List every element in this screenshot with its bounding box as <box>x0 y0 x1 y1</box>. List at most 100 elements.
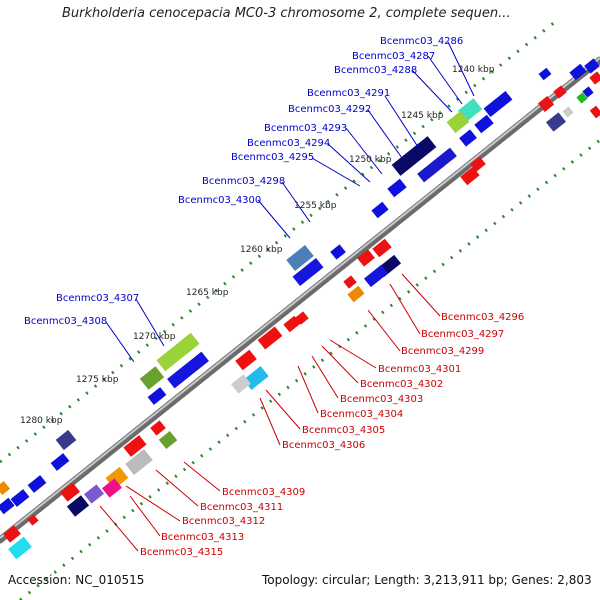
gene-feature <box>330 244 346 260</box>
label-connector <box>367 309 401 352</box>
label-connector <box>447 41 475 97</box>
gene-feature <box>139 366 165 390</box>
gene-label: Bcenmc03_4295 <box>231 152 314 163</box>
map-title: Burkholderia cenocepacia MC0-3 chromosom… <box>62 6 511 21</box>
label-connector <box>297 365 319 414</box>
gene-label: Bcenmc03_4309 <box>222 487 305 498</box>
gene-feature <box>387 178 407 198</box>
accession-text: Accession: NC_010515 <box>8 573 145 587</box>
gene-feature <box>27 475 47 493</box>
label-connectors <box>99 41 475 552</box>
label-connector <box>311 157 361 187</box>
gene-label: Bcenmc03_4311 <box>200 502 283 513</box>
gene-label: Bcenmc03_4294 <box>247 138 330 149</box>
gene-label: Bcenmc03_4306 <box>282 440 365 451</box>
label-connector <box>345 127 383 175</box>
gene-feature <box>459 129 477 147</box>
label-connector <box>99 505 139 552</box>
gene-label: Bcenmc03_4303 <box>340 394 423 405</box>
gene-label: Bcenmc03_4305 <box>302 425 385 436</box>
label-connector <box>367 109 403 159</box>
gene-feature <box>569 63 587 81</box>
gene-feature <box>84 484 104 504</box>
gene-feature <box>391 136 437 176</box>
gene-label: Bcenmc03_4308 <box>24 316 107 327</box>
gene-feature <box>553 85 567 99</box>
label-connector <box>135 298 165 347</box>
label-connector <box>384 95 421 151</box>
gene-feature <box>156 332 200 372</box>
gene-feature <box>371 201 389 219</box>
label-connector <box>389 283 421 335</box>
chromosome-backbone-highlight <box>0 57 600 539</box>
gene-feature <box>589 71 600 85</box>
tick-label: 1275 kbp <box>76 375 119 385</box>
tick-label: 1280 kbp <box>20 416 63 426</box>
gene-feature <box>10 489 30 507</box>
gene-feature <box>66 495 90 517</box>
gene-feature <box>295 311 309 325</box>
chromosome-backbone <box>0 56 600 544</box>
label-connector <box>125 485 181 522</box>
gene-label: Bcenmc03_4315 <box>140 547 223 558</box>
gene-feature <box>582 86 594 98</box>
topology-text: Topology: circular; Length: 3,213,911 bp… <box>262 573 592 587</box>
gene-features <box>0 58 600 560</box>
gene-feature <box>158 430 178 450</box>
gene-feature <box>167 351 209 389</box>
label-connector <box>257 199 291 239</box>
gene-feature <box>589 105 600 119</box>
lower-gene-labels: Bcenmc03_4296 Bcenmc03_4297 Bcenmc03_429… <box>140 312 524 558</box>
gene-feature <box>150 420 166 436</box>
gene-feature <box>8 536 32 560</box>
upper-gene-labels: Bcenmc03_4286 Bcenmc03_4287 Bcenmc03_428… <box>24 36 463 327</box>
label-connector <box>329 339 377 369</box>
label-connector <box>105 321 135 363</box>
gene-feature <box>123 435 147 457</box>
gene-feature <box>27 514 39 526</box>
gene-feature <box>576 92 588 104</box>
label-connector <box>281 181 311 223</box>
gene-feature <box>460 166 480 186</box>
tick-label: 1250 kbp <box>349 155 392 165</box>
gene-label: Bcenmc03_4291 <box>307 88 390 99</box>
gene-feature <box>235 349 257 371</box>
gene-label: Bcenmc03_4298 <box>202 176 285 187</box>
gene-feature <box>147 387 167 405</box>
gene-feature <box>446 110 470 134</box>
gene-feature <box>283 315 301 333</box>
gene-label: Bcenmc03_4302 <box>360 379 443 390</box>
label-connector <box>427 55 463 105</box>
gene-label: Bcenmc03_4300 <box>178 195 261 206</box>
gene-label: Bcenmc03_4301 <box>378 364 461 375</box>
gene-feature <box>363 264 389 288</box>
gene-label: Bcenmc03_4299 <box>401 346 484 357</box>
gene-feature <box>372 238 392 258</box>
gene-label: Bcenmc03_4296 <box>441 312 524 323</box>
label-connector <box>183 461 221 492</box>
gene-label: Bcenmc03_4287 <box>352 51 435 62</box>
scale-ticks: 1240 kbp 1245 kbp 1250 kbp 1255 kbp 1260… <box>20 65 495 426</box>
gene-feature <box>417 147 457 183</box>
inner-ring-dots <box>19 138 600 600</box>
label-connector <box>401 273 441 317</box>
gene-label: Bcenmc03_4307 <box>56 293 139 304</box>
gene-feature <box>0 480 11 496</box>
label-connector <box>411 69 453 113</box>
outer-ring-dots <box>0 16 561 464</box>
label-connector <box>311 355 339 399</box>
gene-label: Bcenmc03_4297 <box>421 329 504 340</box>
gene-label: Bcenmc03_4288 <box>334 65 417 76</box>
tick-label: 1270 kbp <box>133 332 176 342</box>
gene-feature <box>537 95 555 113</box>
gene-label: Bcenmc03_4286 <box>380 36 463 47</box>
gene-feature <box>102 478 122 498</box>
label-connector <box>327 143 371 183</box>
tick-label: 1265 kbp <box>186 288 229 298</box>
tick-label: 1255 kbp <box>294 201 337 211</box>
gene-feature <box>60 482 80 502</box>
gene-label: Bcenmc03_4312 <box>182 516 265 527</box>
label-connector <box>321 345 359 384</box>
gene-feature <box>286 245 314 271</box>
